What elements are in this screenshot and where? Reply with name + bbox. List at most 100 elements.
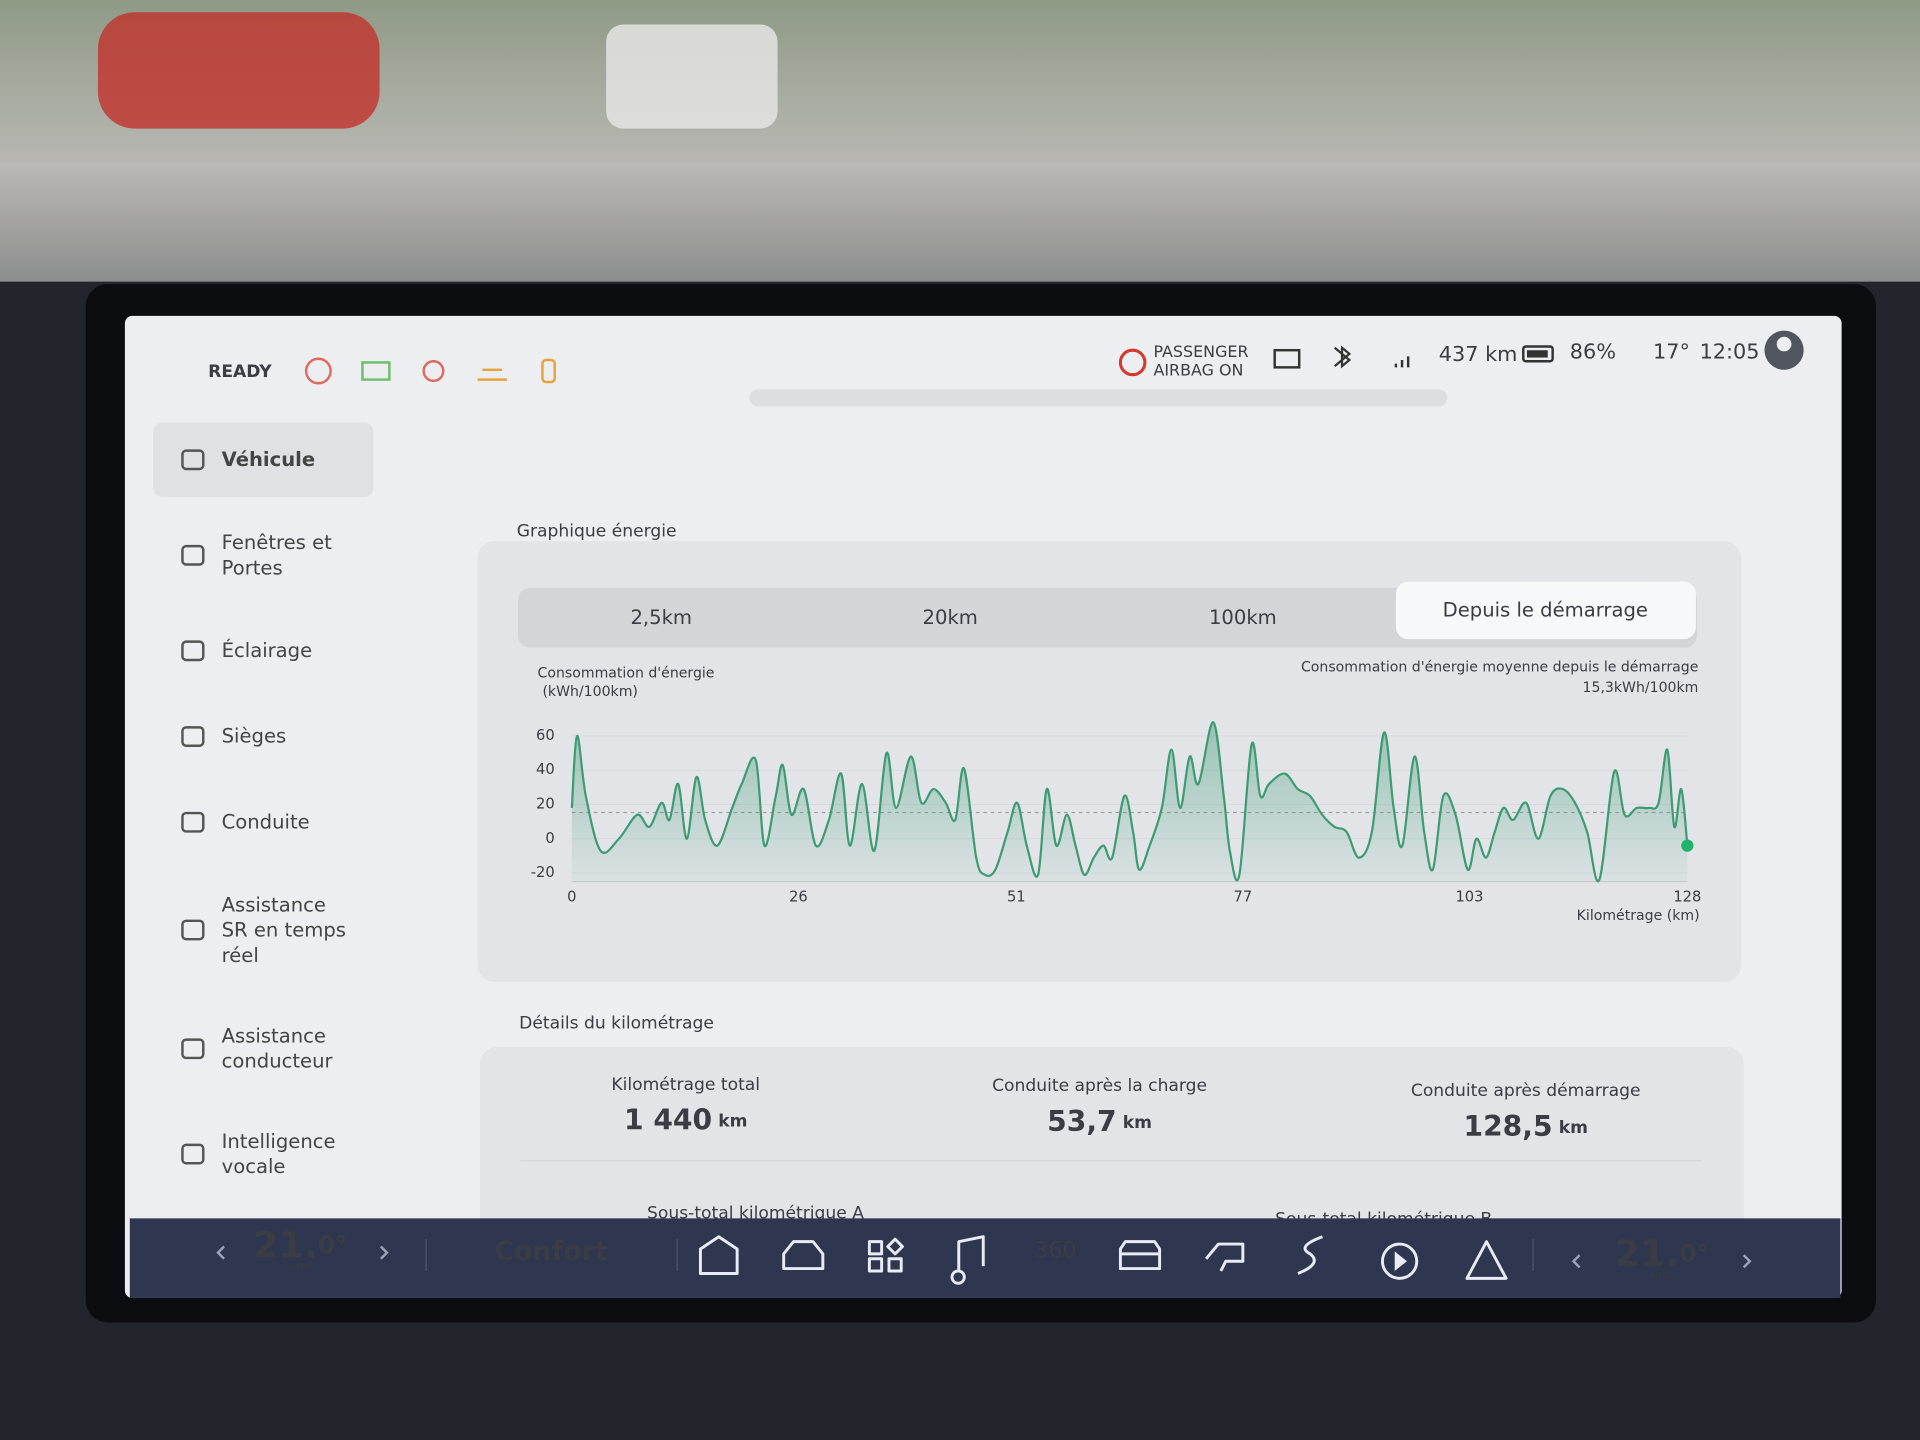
x-tick-label: 26 (789, 889, 808, 906)
range: 437 km (1439, 342, 1518, 366)
battery-icon (1522, 345, 1554, 363)
y-tick-label: -20 (531, 864, 555, 881)
stat-label: Kilométrage total (611, 1075, 760, 1095)
road-icon[interactable] (1297, 1235, 1323, 1275)
sidebar-icon (181, 919, 205, 941)
temperature-setting[interactable]: 21.0° (253, 1223, 347, 1266)
sidebar-item[interactable]: Conduite (222, 810, 310, 833)
apps-icon[interactable] (867, 1237, 904, 1273)
tab-selected[interactable] (1395, 581, 1696, 640)
stat-value: 128,5 km (1464, 1110, 1588, 1143)
stat-number: 53,7 (1047, 1105, 1116, 1138)
sidebar-item[interactable]: Véhicule (222, 448, 316, 471)
stat-number: 128,5 (1464, 1110, 1553, 1143)
sidebar-icon (181, 544, 205, 566)
seatbelt-icon (422, 360, 445, 383)
section-heading: Détails du kilométrage (519, 1014, 714, 1034)
y-axis-label: Consommation d'énergie (538, 665, 715, 681)
sidebar-icon (181, 1143, 205, 1165)
camera-360[interactable]: 360 (1034, 1238, 1076, 1263)
x-tick-label: 77 (1234, 889, 1253, 906)
home-icon[interactable] (698, 1235, 739, 1275)
y-tick-label: 20 (536, 795, 555, 812)
warning-icon (477, 368, 507, 381)
line (570, 721, 1689, 883)
average-label: Consommation d'énergie moyenne depuis le… (1301, 659, 1698, 675)
parking-icon (304, 357, 332, 385)
sidebar-item[interactable]: Assistance (222, 1025, 326, 1048)
stat-value: 1 440 km (624, 1104, 748, 1137)
tab[interactable]: 100km (1209, 606, 1277, 629)
stat-label: Conduite après démarrage (1411, 1081, 1641, 1101)
sidebar-item[interactable]: Fenêtres et (222, 531, 332, 554)
sidebar-icon (181, 811, 205, 833)
y-tick-label: 40 (536, 761, 555, 778)
sidebar-icon (181, 640, 205, 662)
tab[interactable]: 2,5km (630, 606, 692, 629)
stat-value: 53,7 km (1047, 1105, 1152, 1138)
scenery-car (97, 12, 380, 129)
temperature: 17° (1653, 340, 1690, 364)
media-icon[interactable] (1380, 1242, 1419, 1280)
temp-arrows[interactable] (216, 1245, 1752, 1269)
temp-whole: 21. (1614, 1232, 1679, 1275)
temp-decimal: 0° (1680, 1239, 1709, 1268)
area (571, 722, 1688, 882)
airbag-line: AIRBAG ON (1153, 361, 1243, 380)
sidebar-item[interactable]: Portes (222, 556, 283, 579)
x-tick-label: 51 (1007, 889, 1026, 906)
airbag-icon (1118, 348, 1147, 377)
sidebar-icon (181, 726, 205, 747)
sidebar-item[interactable]: Sièges (222, 725, 287, 748)
ready-status: READY (208, 362, 272, 382)
x-tick-label: 128 (1673, 889, 1701, 906)
sidebar-item[interactable]: Éclairage (222, 639, 313, 662)
end-point (1681, 839, 1694, 852)
bottom-bar (129, 1218, 1841, 1298)
temperature-setting[interactable]: 21.0° (1614, 1232, 1708, 1275)
temp-decimal: 0° (318, 1231, 347, 1260)
tab[interactable]: 20km (923, 606, 978, 629)
sidebar-icon (181, 449, 205, 471)
assist-icon[interactable] (1204, 1242, 1245, 1272)
tab[interactable]: Depuis le démarrage (1443, 599, 1648, 622)
drive-mode[interactable]: Confort (494, 1236, 608, 1267)
temp-whole: 21. (253, 1223, 318, 1266)
belt-icon (541, 358, 556, 384)
navigation-icon[interactable] (1465, 1240, 1508, 1280)
sidebar-item[interactable]: SR en temps (222, 919, 346, 942)
bluetooth-icon (1333, 345, 1352, 369)
music-icon[interactable] (950, 1235, 985, 1285)
mileage-panel (480, 1046, 1744, 1223)
climate-mode: AUTO (1650, 1271, 1674, 1281)
x-tick-label: 0 (567, 889, 576, 906)
airbag-line: PASSENGER (1153, 342, 1248, 361)
stat-label: Conduite après la charge (992, 1076, 1207, 1096)
x-tick-label: 103 (1455, 889, 1483, 906)
x-axis-label: Kilométrage (km) (1577, 908, 1700, 924)
trunk-icon[interactable] (1118, 1240, 1162, 1271)
sidebar-item[interactable]: conducteur (222, 1050, 334, 1073)
vehicle-icon[interactable] (782, 1240, 825, 1271)
average-label: 15,3kWh/100km (1583, 680, 1699, 696)
battery: 86% (1570, 340, 1616, 364)
stat-number: 1 440 (624, 1104, 712, 1137)
scenery-van (606, 24, 778, 129)
play-icon (1394, 1251, 1407, 1272)
sidebar-item[interactable]: Assistance (222, 894, 326, 917)
signal-icon (1394, 356, 1410, 368)
y-tick-label: 0 (545, 830, 554, 847)
y-axis-label: (kWh/100km) (542, 684, 637, 700)
section-heading: Graphique énergie (517, 521, 677, 541)
sidebar-item[interactable]: vocale (222, 1155, 286, 1178)
lights-icon (361, 361, 391, 381)
stat-unit: km (1559, 1118, 1588, 1138)
stat-unit: km (1123, 1113, 1152, 1133)
sidebar-selection (153, 422, 374, 498)
sidebar-item[interactable]: Intelligence (222, 1130, 336, 1153)
sidebar-item[interactable]: réel (222, 944, 259, 967)
subtotal-label: Sous-total kilométrique A (647, 1203, 864, 1223)
